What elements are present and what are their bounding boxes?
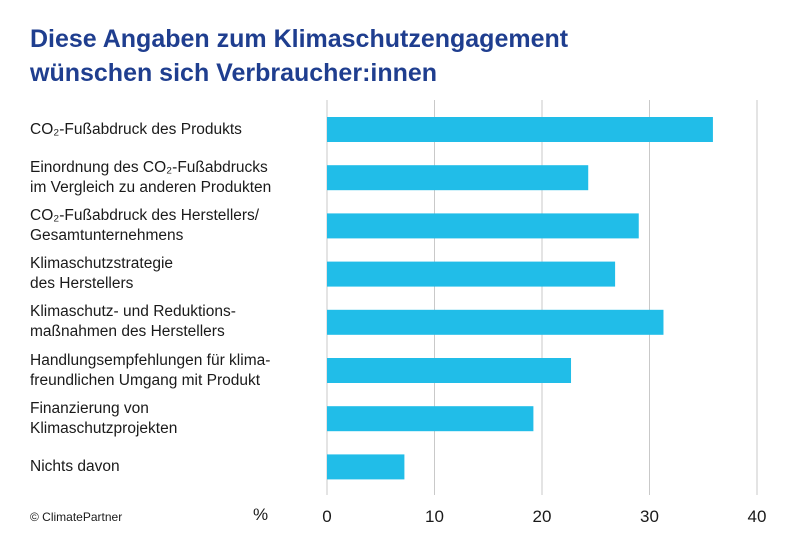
category-label: Finanzierung von Klimaschutzprojekten <box>30 399 320 439</box>
chart-title-line-1: Diese Angaben zum Klimaschutzengagement <box>30 25 569 53</box>
category-label: CO₂-Fußabdruck des Produkts <box>30 120 320 140</box>
category-label: CO₂-Fußabdruck des Herstellers/Gesamtunt… <box>30 206 320 246</box>
category-label: Klimaschutzstrategie des Herstellers <box>30 254 320 294</box>
bar-6 <box>327 358 572 383</box>
x-tick-label: 20 <box>533 507 552 526</box>
bar-8 <box>327 454 405 480</box>
category-label-line: freundlichen Umgang mit Produkt <box>30 371 261 389</box>
category-label-line: Handlungsempfehlungen für klima- <box>30 351 271 369</box>
source-credit: © ClimatePartner <box>30 510 123 524</box>
x-tick-label: 40 <box>748 507 767 526</box>
chart-title: Diese Angaben zum Klimaschutzengagement … <box>30 22 770 90</box>
category-label-line: Finanzierung von <box>30 399 149 417</box>
x-tick-label: 10 <box>425 507 444 526</box>
category-label: Nichts davon <box>30 457 320 477</box>
bar-1 <box>327 117 713 142</box>
category-label-line: Klimaschutzprojekten <box>30 419 178 437</box>
category-label-line: Klimaschutzstrategie <box>30 255 174 273</box>
bar-7 <box>327 406 534 432</box>
category-label-line: CO₂-Fußabdruck des Herstellers/ <box>30 206 260 224</box>
category-label: Handlungsempfehlungen für klima-freundli… <box>30 351 320 391</box>
bar-4 <box>327 261 616 287</box>
category-label-line: Gesamtunternehmens <box>30 226 184 244</box>
category-label-line: im Vergleich zu anderen Produkten <box>30 178 272 196</box>
category-label-line: maßnahmen des Herstellers <box>30 323 225 341</box>
chart-title-line-2: wünschen sich Verbraucher:innen <box>30 59 438 87</box>
category-label-line: Nichts davon <box>30 457 120 475</box>
category-label-line: CO₂-Fußabdruck des Produkts <box>30 120 242 138</box>
category-label-line: Einordnung des CO₂-Fußabdrucks <box>30 158 268 176</box>
x-tick-label: 0 <box>322 507 331 526</box>
category-label-line: des Herstellers <box>30 275 134 293</box>
category-label-line: Klimaschutz- und Reduktions- <box>30 303 236 321</box>
category-label: Klimaschutz- und Reduktions-maßnahmen de… <box>30 302 320 342</box>
x-axis-unit-label: % <box>253 505 269 524</box>
category-label: Einordnung des CO₂-Fußabdrucks im Verglei… <box>30 158 320 198</box>
bar-5 <box>327 309 664 335</box>
x-tick-label: 30 <box>640 507 659 526</box>
bar-3 <box>327 213 639 239</box>
bar-2 <box>327 165 589 191</box>
